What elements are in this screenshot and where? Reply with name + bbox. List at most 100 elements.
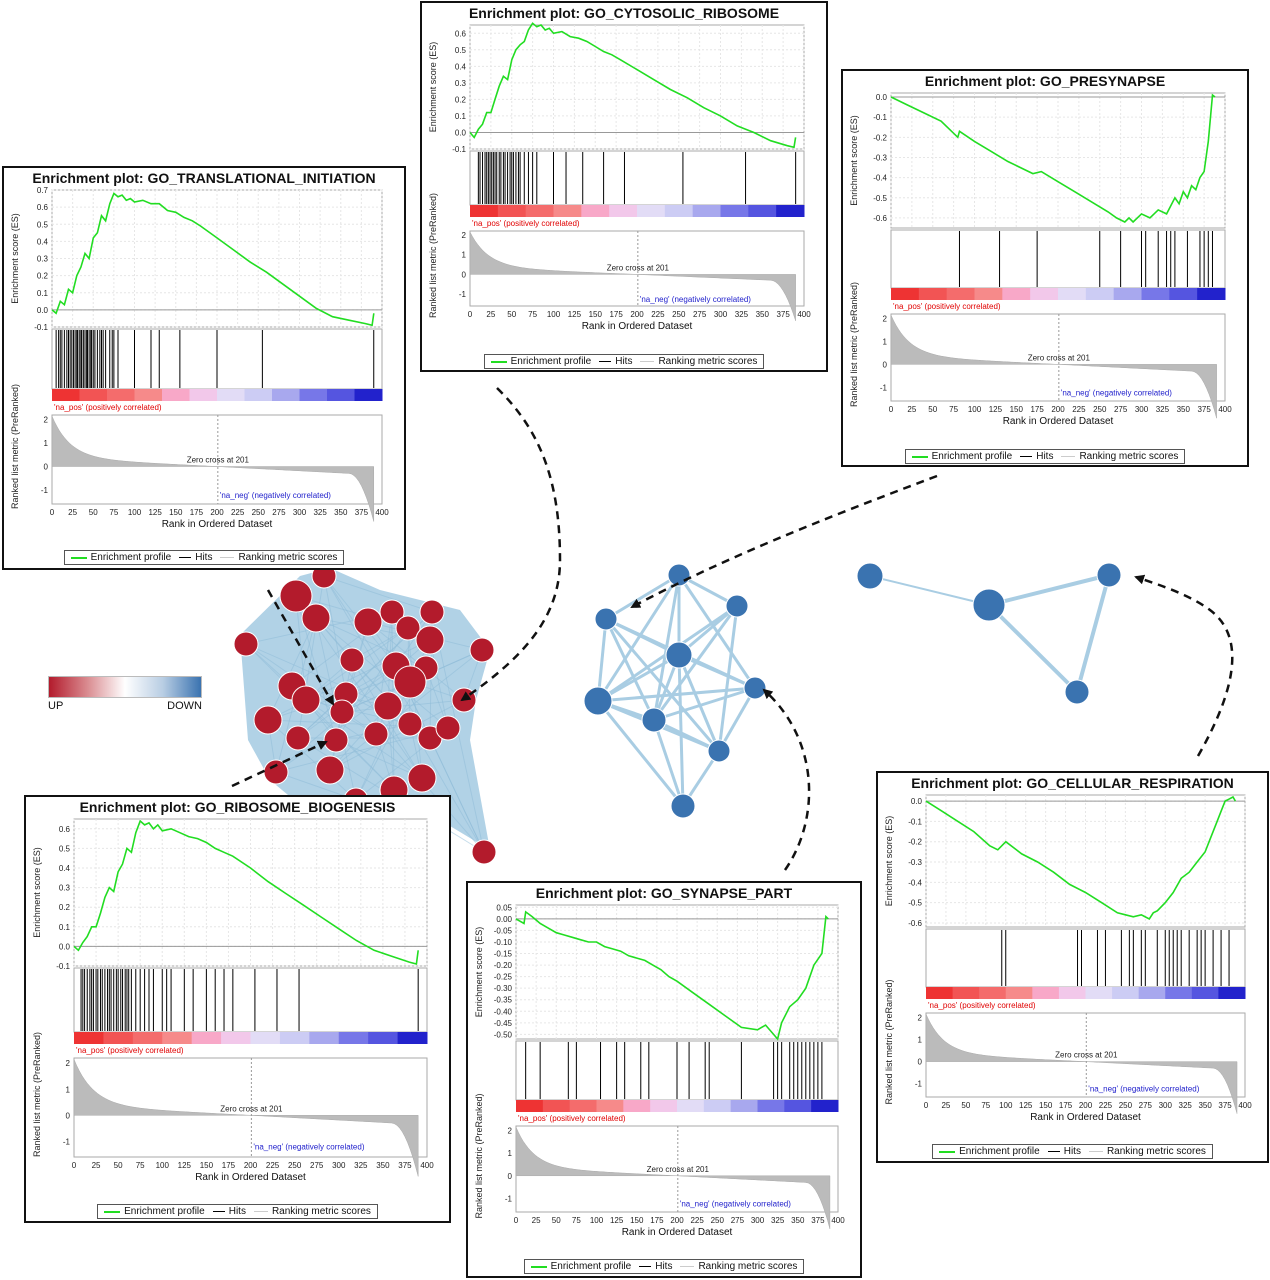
network-edge [429, 737, 485, 853]
x-tick-label: 125 [610, 1216, 624, 1225]
x-tick-label: 75 [136, 1161, 145, 1170]
panel-synapse-part: Enrichment plot: GO_SYNAPSE_PART 0.05 0.0… [466, 881, 862, 1278]
x-tick-label: 225 [1099, 1101, 1113, 1110]
x-tick-label: 75 [572, 1216, 581, 1225]
rank-color-segment [1002, 288, 1031, 300]
rank-color-segment [52, 389, 80, 401]
rank-color-segment [891, 288, 920, 300]
rank-axis-label: Ranked list metric (PreRanked) [10, 384, 20, 509]
rank-metric-bars [925, 1013, 1238, 1114]
rank-color-segment [1191, 987, 1219, 999]
rank-color-segment [470, 205, 499, 217]
x-tick-label: 50 [961, 1101, 970, 1110]
es-tick-label: 0.6 [59, 825, 71, 834]
up-node [419, 599, 445, 625]
x-tick-label: 250 [672, 310, 686, 319]
network-edge [323, 575, 431, 739]
es-curve [51, 192, 375, 327]
network-edge [597, 686, 756, 703]
rank-tick-label: -1 [63, 1137, 71, 1146]
rank-tick-label: 2 [462, 231, 467, 240]
x-tick-label: 25 [486, 310, 495, 319]
x-tick-label: 300 [1135, 405, 1149, 414]
es-tick-label: -0.45 [494, 1019, 513, 1028]
es-tick-label: 0.5 [455, 46, 467, 55]
rank-color-segment [244, 389, 273, 401]
down-node [594, 607, 618, 631]
x-tick-label: 125 [178, 1161, 192, 1170]
rank-color-segment [677, 1100, 705, 1112]
rank-color-segment [162, 1032, 193, 1044]
legend-hits-label: Hits [1063, 1146, 1081, 1157]
hits-area [890, 229, 1226, 289]
up-node [315, 755, 345, 785]
rank-color-segment [926, 987, 954, 999]
es-tick-label: -0.5 [873, 194, 887, 203]
pos-correlated-label: 'na_pos' (positively correlated) [928, 1001, 1036, 1010]
rank-tick-label: -1 [505, 1194, 513, 1203]
x-tick-label: 175 [1030, 405, 1044, 414]
up-node [253, 705, 283, 735]
rank-color-segment [542, 1100, 571, 1112]
rank-color-segment [623, 1100, 651, 1112]
x-tick-label: 150 [1010, 405, 1024, 414]
network-edge [717, 687, 757, 752]
es-tick-label: -0.4 [908, 878, 922, 887]
rank-color-segment [299, 389, 328, 401]
rank-color-segment [1058, 987, 1086, 999]
es-tick-label: -0.5 [908, 899, 922, 908]
rank-color-segment [730, 1100, 758, 1112]
down-node [1064, 679, 1090, 705]
x-tick-label: 200 [670, 1216, 684, 1225]
x-tick-label: 400 [1238, 1101, 1252, 1110]
legend-ranking-label: Ranking metric scores [238, 552, 338, 563]
pos-correlated-label: 'na_pos' (positively correlated) [54, 403, 162, 412]
network-edge [335, 739, 423, 779]
network-edge [329, 699, 465, 771]
x-tick-label: 350 [1198, 1101, 1212, 1110]
rank-color-segment [279, 1032, 310, 1044]
x-tick-label: 150 [200, 1161, 214, 1170]
x-tick-label: 0 [72, 1161, 77, 1170]
es-tick-label: -0.1 [34, 323, 48, 332]
neg-correlated-label: 'na_neg' (negatively correlated) [1088, 1085, 1199, 1094]
es-tick-label: 0.2 [59, 903, 71, 912]
pos-correlated-label: 'na_pos' (positively correlated) [472, 219, 580, 228]
x-tick-label: 125 [568, 310, 582, 319]
up-node [363, 721, 389, 747]
x-tick-label: 375 [355, 508, 369, 517]
legend-profile-label: Enrichment profile [931, 451, 1013, 462]
x-tick-label: 275 [272, 508, 286, 517]
es-tick-label: 0.5 [59, 844, 71, 853]
up-node [407, 763, 437, 793]
rank-axis-label: Ranked list metric (PreRanked) [474, 1093, 484, 1218]
x-tick-label: 225 [651, 310, 665, 319]
rank-metric-bars [469, 231, 796, 321]
hits-area [469, 150, 805, 206]
down-node [856, 562, 884, 590]
rank-color-segment [1141, 288, 1170, 300]
hits-area [925, 928, 1246, 988]
x-tick-label: 275 [731, 1216, 745, 1225]
es-tick-label: -0.35 [494, 996, 513, 1005]
rank-tick-label: 1 [44, 439, 49, 448]
es-tick-label: -0.2 [908, 838, 922, 847]
rank-color-segment [309, 1032, 340, 1044]
rank-color-segment [1005, 987, 1033, 999]
rank-tick-label: 2 [66, 1059, 71, 1068]
legend-hits-swatch [212, 1211, 225, 1212]
x-tick-label: 300 [293, 508, 307, 517]
legend-hits-swatch [1020, 456, 1033, 457]
es-tick-label: 0.1 [455, 112, 467, 121]
x-tick-label: 300 [714, 310, 728, 319]
network-edge [605, 573, 680, 621]
panel-title: Enrichment plot: GO_CYTOSOLIC_RIBOSOME [468, 5, 780, 21]
x-tick-label: 200 [630, 310, 644, 319]
rank-color-segment [162, 389, 190, 401]
rank-color-segment [516, 1100, 544, 1112]
x-tick-label: 325 [771, 1216, 785, 1225]
rank-color-segment [327, 389, 355, 401]
up-node [285, 725, 311, 751]
x-tick-label: 250 [1119, 1101, 1133, 1110]
es-tick-label: -0.20 [494, 961, 513, 970]
